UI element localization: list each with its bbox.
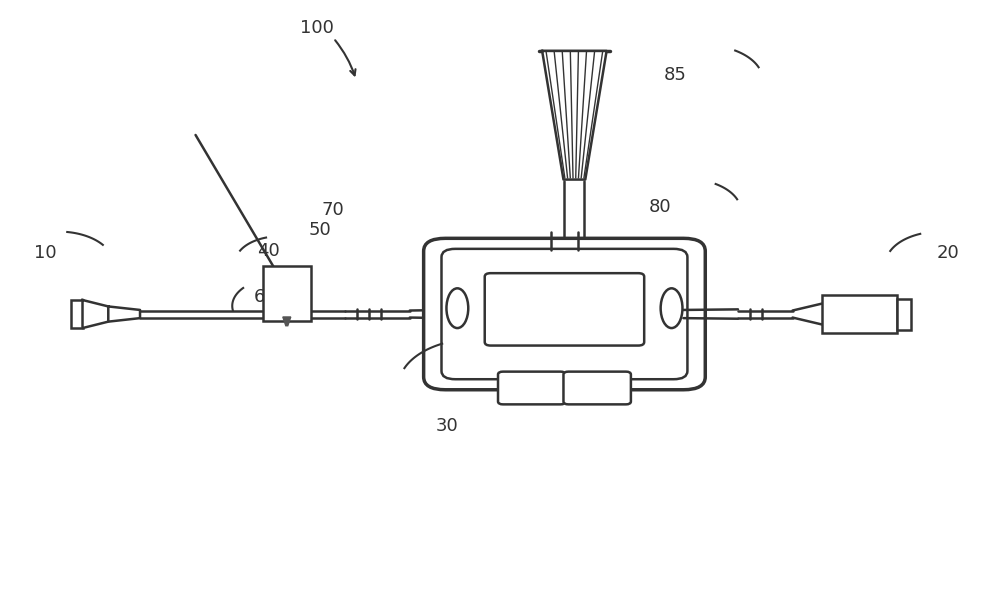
FancyBboxPatch shape [424,238,705,390]
Text: 40: 40 [257,241,280,260]
Text: 60: 60 [254,288,277,307]
Text: 50: 50 [309,221,331,239]
Bar [71,300,83,328]
FancyBboxPatch shape [441,249,687,380]
Ellipse shape [446,288,468,328]
Bar [822,295,897,333]
FancyBboxPatch shape [563,372,631,404]
Text: 85: 85 [664,66,686,84]
Text: 30: 30 [436,417,458,435]
Bar [897,298,911,330]
Polygon shape [542,51,607,180]
Polygon shape [83,300,108,328]
Text: 10: 10 [34,244,57,263]
Text: 100: 100 [300,20,334,37]
FancyBboxPatch shape [498,372,565,404]
Polygon shape [108,307,140,321]
Ellipse shape [661,288,682,328]
Text: 80: 80 [649,197,671,216]
Polygon shape [283,317,291,326]
Text: 20: 20 [936,244,959,263]
FancyBboxPatch shape [485,273,644,346]
Bar [263,266,311,321]
Text: 70: 70 [322,200,344,219]
